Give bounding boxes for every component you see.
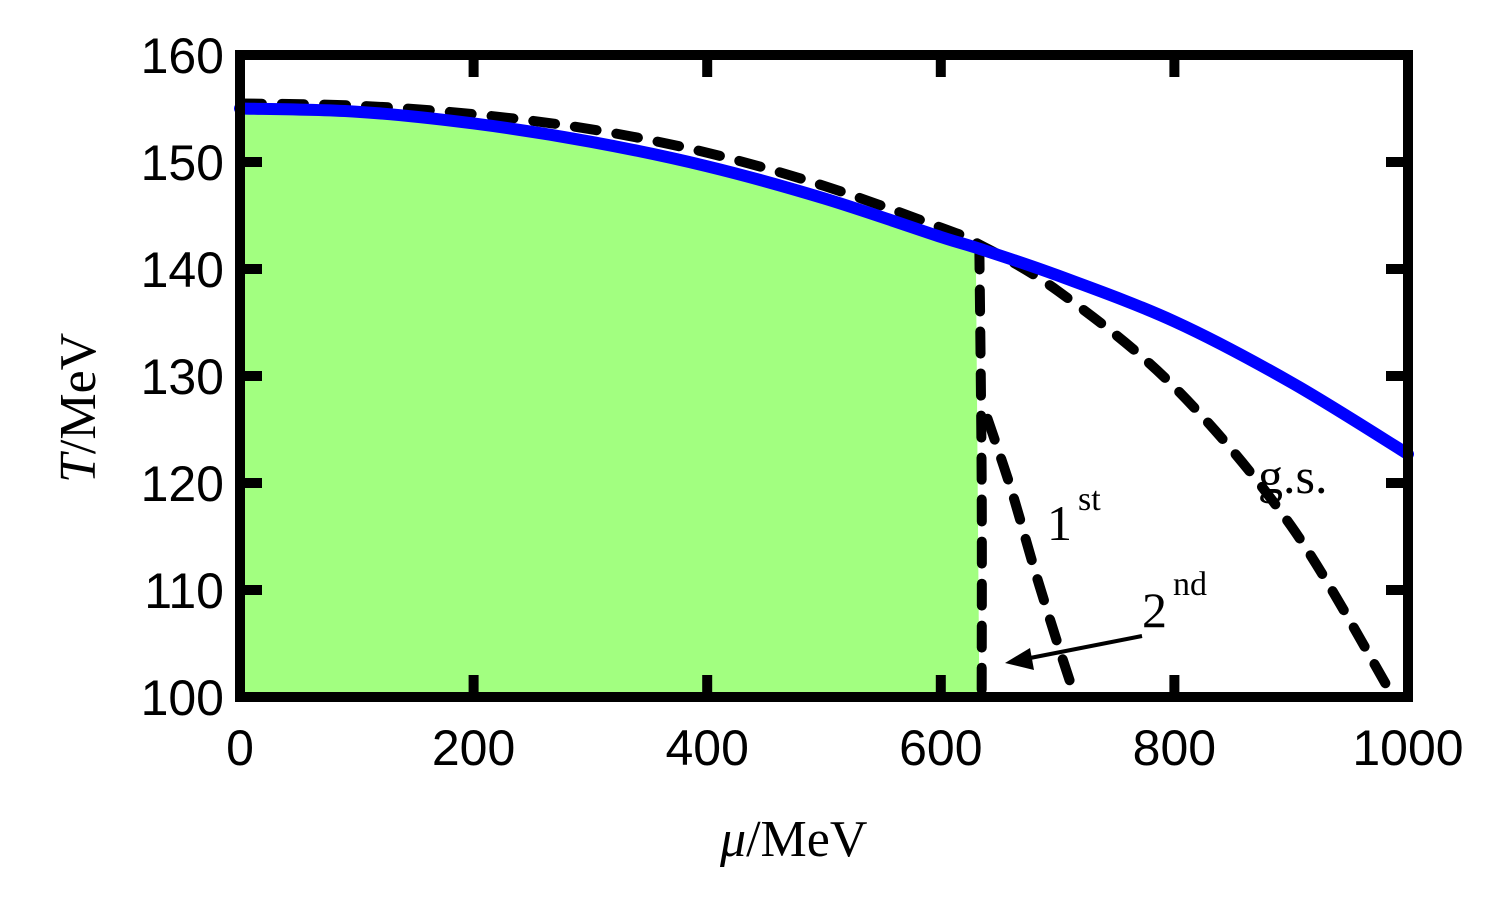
annotation-gs: g.s. <box>1258 448 1327 504</box>
annotation-1st-base: 1 <box>1047 495 1072 551</box>
y-tick-label: 150 <box>141 135 224 191</box>
y-tick-label: 100 <box>141 670 224 726</box>
series-line-g-s- <box>235 98 1396 697</box>
annotation-arrow-line <box>1024 634 1143 661</box>
tick-labels: 0 200 400 600 800 1000 100 110 120 130 140 150 160 <box>141 28 1464 776</box>
arrow-head-icon <box>1005 648 1034 670</box>
annotation-2nd-base: 2 <box>1142 582 1167 638</box>
x-axis-symbol: μ <box>719 811 746 868</box>
x-tick-label: 800 <box>1133 720 1216 776</box>
annotation-2nd-sup: nd <box>1173 566 1207 603</box>
shaded-area <box>240 108 980 697</box>
x-axis-label: μ/MeV <box>719 811 867 868</box>
x-tick-label: 0 <box>226 720 254 776</box>
annotation-2nd: 2 nd <box>1005 566 1207 670</box>
y-axis-symbol: T <box>50 451 107 483</box>
x-tick-label: 1000 <box>1352 720 1463 776</box>
annotation-1st-sup: st <box>1078 481 1101 518</box>
x-axis-unit: /MeV <box>746 811 867 868</box>
x-tick-label: 200 <box>432 720 515 776</box>
y-tick-label: 130 <box>141 349 224 405</box>
shaded-region <box>240 108 980 697</box>
series-line-crossover-solid- <box>234 102 1414 461</box>
svg-text:μ/MeV: μ/MeV <box>719 811 867 868</box>
axis-ticks <box>240 55 1408 697</box>
data-lines <box>234 98 1414 702</box>
y-tick-label: 110 <box>144 563 224 619</box>
y-axis-unit: /MeV <box>50 333 107 454</box>
annotation-1st: 1 st <box>1047 481 1101 551</box>
y-tick-label: 120 <box>141 456 224 512</box>
y-tick-label: 160 <box>141 28 224 84</box>
series-line-1st <box>982 413 1081 702</box>
series-line-2nd <box>974 242 987 702</box>
x-tick-label: 400 <box>665 720 748 776</box>
x-tick-label: 600 <box>899 720 982 776</box>
y-axis-label: T/MeV <box>50 333 107 483</box>
svg-text:T/MeV: T/MeV <box>50 333 107 483</box>
y-tick-label: 140 <box>141 242 224 298</box>
